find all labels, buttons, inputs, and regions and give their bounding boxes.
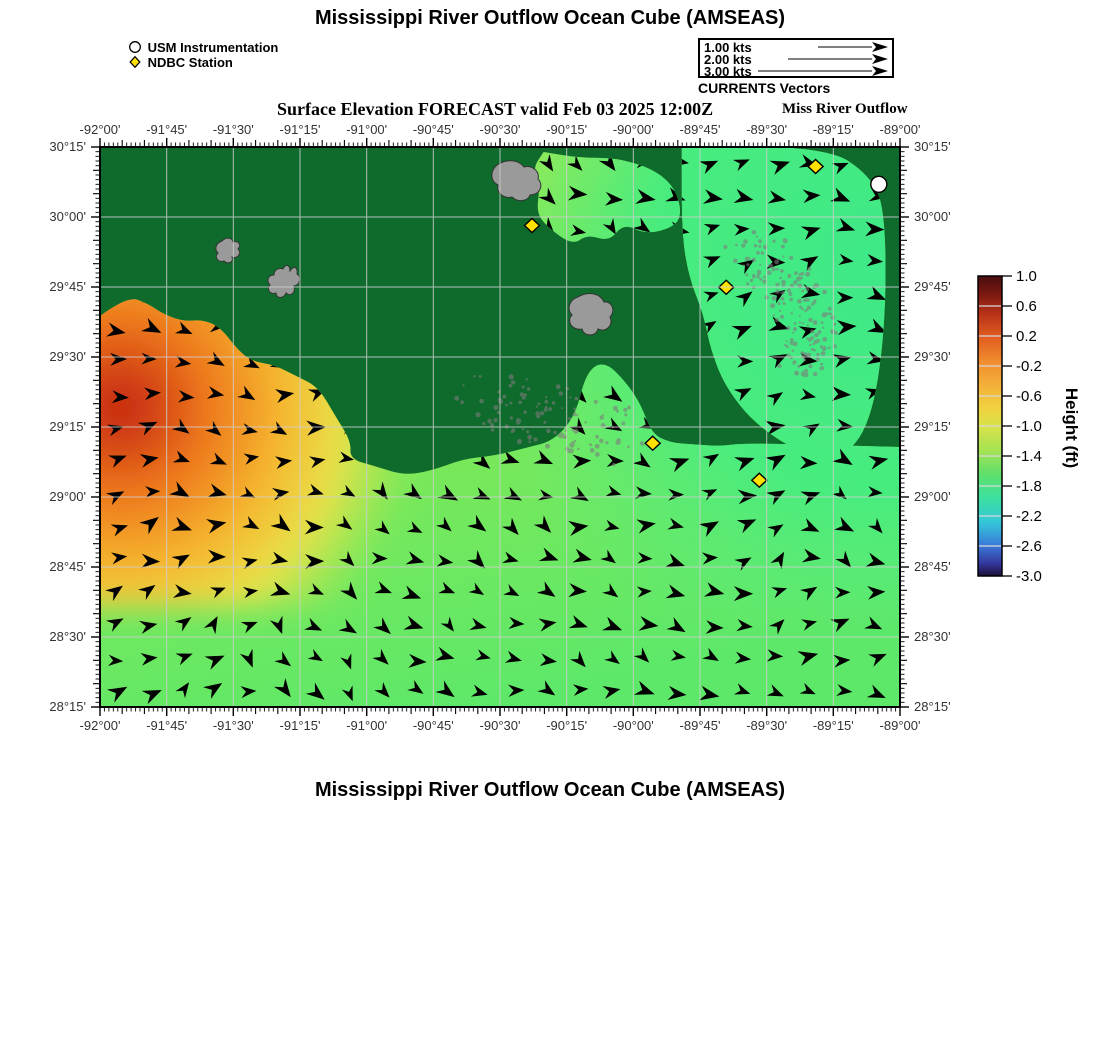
svg-text:-89°30': -89°30' — [746, 718, 787, 733]
svg-text:-89°45': -89°45' — [680, 718, 721, 733]
svg-text:29°15': 29°15' — [49, 419, 86, 434]
svg-text:-90°45': -90°45' — [413, 718, 454, 733]
svg-text:-92°00': -92°00' — [80, 718, 121, 733]
svg-text:-91°30': -91°30' — [213, 122, 254, 137]
svg-text:-89°00': -89°00' — [880, 122, 921, 137]
svg-text:28°15': 28°15' — [914, 699, 951, 714]
svg-text:-90°30': -90°30' — [480, 122, 521, 137]
svg-text:-90°45': -90°45' — [413, 122, 454, 137]
svg-text:-90°00': -90°00' — [613, 122, 654, 137]
svg-text:-89°30': -89°30' — [746, 122, 787, 137]
svg-text:-91°45': -91°45' — [146, 718, 187, 733]
svg-text:29°45': 29°45' — [49, 279, 86, 294]
svg-text:-89°15': -89°15' — [813, 122, 854, 137]
svg-text:-90°30': -90°30' — [480, 718, 521, 733]
svg-text:28°45': 28°45' — [49, 559, 86, 574]
svg-text:28°15': 28°15' — [49, 699, 86, 714]
svg-text:-92°00': -92°00' — [80, 122, 121, 137]
svg-text:30°15': 30°15' — [914, 139, 951, 154]
svg-text:-91°00': -91°00' — [346, 718, 387, 733]
svg-text:30°00': 30°00' — [914, 209, 951, 224]
svg-text:-89°00': -89°00' — [880, 718, 921, 733]
svg-text:-89°15': -89°15' — [813, 718, 854, 733]
svg-text:-90°00': -90°00' — [613, 718, 654, 733]
svg-text:29°00': 29°00' — [49, 489, 86, 504]
svg-text:28°30': 28°30' — [49, 629, 86, 644]
svg-text:28°30': 28°30' — [914, 629, 951, 644]
svg-text:29°00': 29°00' — [914, 489, 951, 504]
svg-text:-91°15': -91°15' — [280, 718, 321, 733]
svg-text:-89°45': -89°45' — [680, 122, 721, 137]
svg-text:-90°15': -90°15' — [546, 718, 587, 733]
svg-text:-91°30': -91°30' — [213, 718, 254, 733]
svg-text:29°30': 29°30' — [914, 349, 951, 364]
svg-text:29°30': 29°30' — [49, 349, 86, 364]
svg-text:28°45': 28°45' — [914, 559, 951, 574]
svg-text:-91°00': -91°00' — [346, 122, 387, 137]
svg-text:30°15': 30°15' — [49, 139, 86, 154]
svg-text:29°45': 29°45' — [914, 279, 951, 294]
svg-text:29°15': 29°15' — [914, 419, 951, 434]
svg-text:30°00': 30°00' — [49, 209, 86, 224]
svg-text:-91°15': -91°15' — [280, 122, 321, 137]
svg-text:-91°45': -91°45' — [146, 122, 187, 137]
svg-text:-90°15': -90°15' — [546, 122, 587, 137]
